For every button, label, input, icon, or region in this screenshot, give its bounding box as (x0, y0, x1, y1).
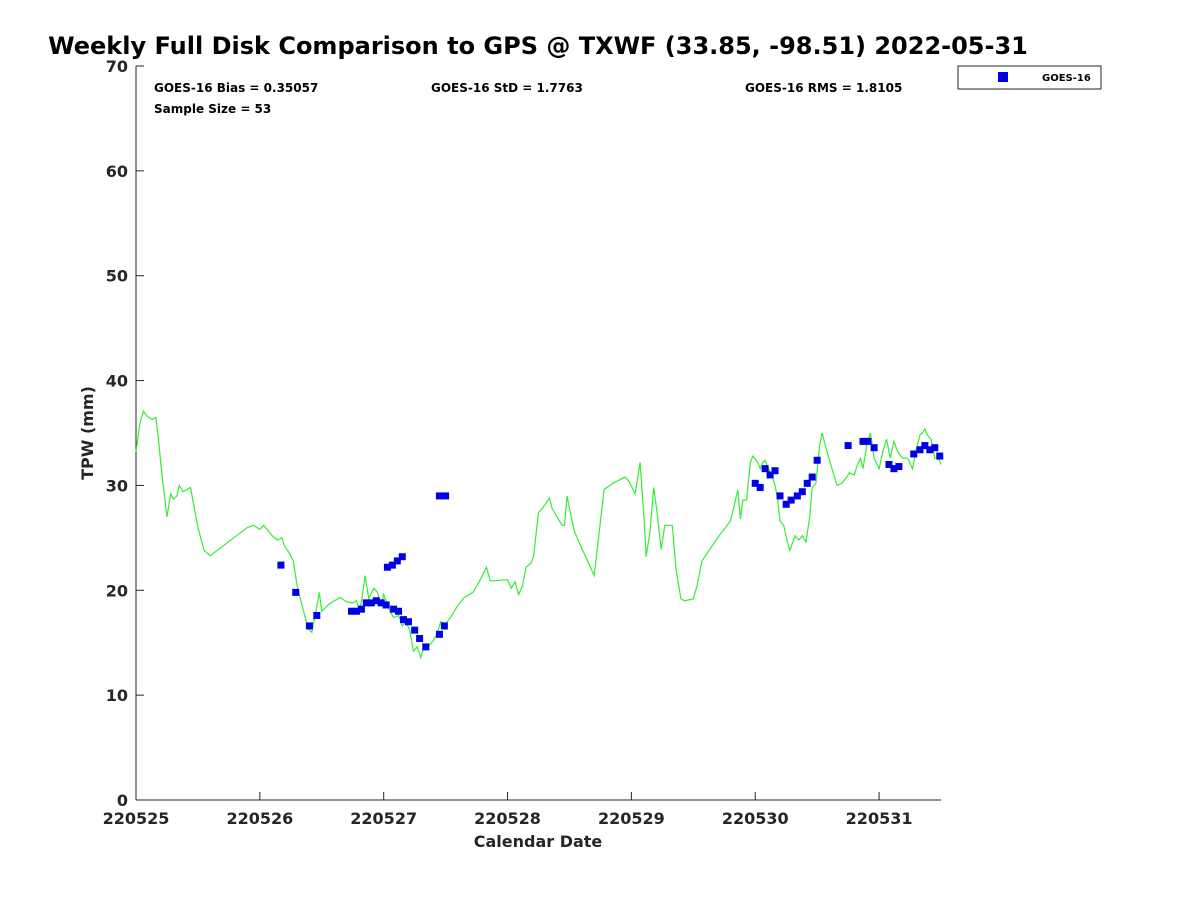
x-tick-label: 220527 (350, 809, 417, 828)
goes16-point (277, 561, 285, 569)
goes16-point (395, 607, 403, 615)
ticks: 0 10 20 30 40 50 60 70 220525 220526 220527 220528 2… (103, 57, 913, 828)
goes16-point (416, 635, 424, 643)
goes16-point (787, 496, 795, 504)
x-tick-label: 220529 (598, 809, 665, 828)
axes (135, 66, 941, 801)
goes16-point (844, 442, 852, 450)
goes16-point (435, 492, 443, 500)
goes16-point (352, 607, 360, 615)
legend-label-goes16: GOES-16 (1042, 73, 1091, 84)
goes16-point (347, 607, 355, 615)
chart-title: Weekly Full Disk Comparison to GPS @ TXW… (48, 32, 1028, 60)
goes16-point (766, 471, 774, 479)
y-axis-label: TPW (mm) (78, 386, 97, 480)
bias-stat: GOES-16 Bias = 0.35057 (154, 81, 318, 95)
goes16-point (864, 437, 872, 445)
goes16-point (771, 467, 779, 475)
y-tick-label: 0 (117, 791, 128, 810)
goes16-point (931, 444, 939, 452)
goes16-point (362, 599, 370, 607)
goes16-point (803, 479, 811, 487)
goes16-point (400, 616, 408, 624)
goes16-point (751, 479, 759, 487)
goes16-point (372, 597, 380, 605)
goes16-point (404, 618, 412, 626)
goes16-point (813, 456, 821, 464)
goes16-point (895, 463, 903, 471)
goes16-point (936, 452, 944, 460)
sample-size-stat: Sample Size = 53 (154, 102, 271, 116)
goes16-point (890, 465, 898, 473)
x-tick-label: 220525 (103, 809, 170, 828)
goes16-point (782, 500, 790, 508)
x-tick-label: 220530 (722, 809, 789, 828)
goes16-point (916, 446, 924, 454)
std-stat: GOES-16 StD = 1.7763 (431, 81, 583, 95)
goes16-point (398, 553, 406, 561)
series-layer (135, 409, 944, 660)
goes16-point (761, 465, 769, 473)
goes16-point (442, 492, 450, 500)
goes16-point (422, 643, 430, 651)
goes16-point (292, 588, 300, 596)
y-tick-label: 60 (106, 162, 128, 181)
y-tick-label: 30 (106, 476, 128, 495)
goes16-point (313, 611, 321, 619)
goes16-point (305, 622, 313, 630)
gps-line (135, 409, 942, 660)
x-tick-label: 220531 (846, 809, 913, 828)
goes16-point (411, 626, 419, 634)
goes16-point (870, 444, 878, 452)
x-axis-label: Calendar Date (474, 832, 603, 851)
goes16-point (793, 492, 801, 500)
y-tick-label: 20 (106, 581, 128, 600)
goes16-point (776, 492, 784, 500)
goes16-point (435, 630, 443, 638)
legend-box (957, 65, 1102, 90)
goes16-point (382, 601, 390, 609)
x-tick-label: 220528 (474, 809, 541, 828)
y-tick-label: 40 (106, 372, 128, 391)
y-tick-label: 50 (106, 267, 128, 286)
goes16-point (357, 605, 365, 613)
legend: GOES-16 (957, 65, 1102, 90)
goes16-point (921, 442, 929, 450)
goes16-point (798, 488, 806, 496)
goes16-point (910, 450, 918, 458)
goes16-point (383, 563, 391, 571)
rms-stat: GOES-16 RMS = 1.8105 (745, 81, 902, 95)
goes16-point (388, 561, 396, 569)
legend-marker-goes16 (998, 72, 1008, 82)
goes16-point (756, 484, 764, 492)
goes16-point (367, 599, 375, 607)
x-tick-label: 220526 (226, 809, 293, 828)
goes16-point (393, 557, 401, 565)
goes16-point (390, 605, 398, 613)
y-tick-label: 70 (106, 57, 128, 76)
goes16-point (859, 437, 867, 445)
goes16-point (885, 460, 893, 468)
goes16-point (926, 446, 934, 454)
goes16-point (808, 473, 816, 481)
goes16-point (377, 599, 385, 607)
y-tick-label: 10 (106, 686, 128, 705)
goes16-point (440, 622, 448, 630)
